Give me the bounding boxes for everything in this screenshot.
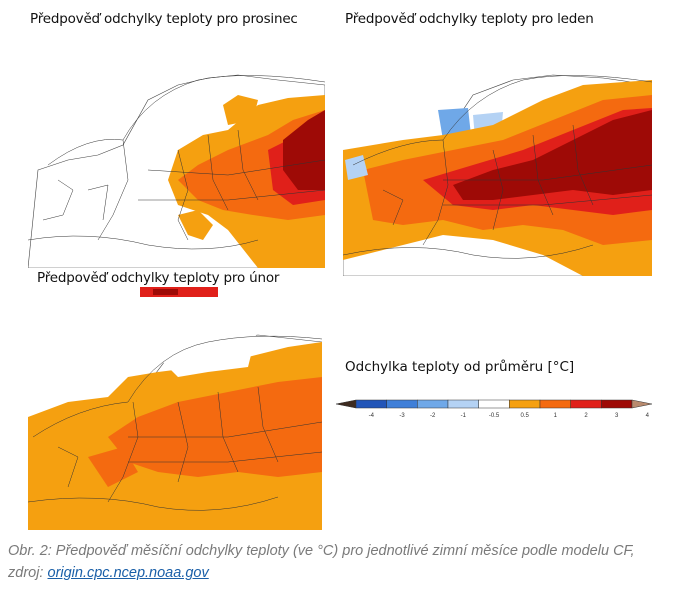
legend-svg: -4 -3 -2 -1 -0.5 0.5 1 2 3 4	[335, 399, 653, 419]
legend-swatch	[417, 399, 449, 409]
legend-swatch	[539, 399, 571, 409]
map-january	[343, 40, 652, 276]
source-link[interactable]: origin.cpc.ncep.noaa.gov	[47, 565, 209, 581]
legend-tick-label: -4	[369, 413, 375, 419]
legend-swatch	[355, 399, 387, 409]
legend-tick-label: -2	[430, 413, 436, 419]
legend-title: Odchylka teploty od průměru [°C]	[345, 359, 575, 375]
map-february	[28, 287, 322, 530]
map-january-svg	[343, 74, 652, 276]
legend-tick-label: 3	[615, 413, 619, 419]
legend-arrow-right	[631, 399, 653, 409]
legend-tick-label: -3	[399, 413, 405, 419]
map-december	[28, 40, 325, 268]
legend-tick-label: 2	[584, 413, 588, 419]
map-december-svg	[28, 74, 325, 268]
legend-swatch	[478, 399, 510, 409]
legend-arrow-left	[335, 399, 357, 409]
legend-swatch	[447, 399, 479, 409]
figure-caption: Obr. 2: Předpověď měsíční odchylky teplo…	[8, 540, 658, 584]
legend-tick-label: -0.5	[489, 413, 500, 419]
legend-swatch	[601, 399, 633, 409]
map-title-december: Předpověď odchylky teploty pro prosinec	[30, 11, 298, 27]
map-february-svg	[28, 287, 322, 530]
caption-text: Obr. 2: Předpověď měsíční odchylky teplo…	[8, 543, 635, 581]
map-title-january: Předpověď odchylky teploty pro leden	[345, 11, 594, 27]
legend-tick-label: -1	[461, 413, 467, 419]
legend-tick-label: 0.5	[520, 413, 529, 419]
color-legend: -4 -3 -2 -1 -0.5 0.5 1 2 3 4	[335, 398, 653, 426]
legend-tick-label: 1	[554, 413, 558, 419]
legend-tick-label: 4	[646, 413, 650, 419]
legend-swatch	[509, 399, 541, 409]
legend-swatch	[570, 399, 602, 409]
legend-swatch	[386, 399, 418, 409]
map-title-february: Předpověď odchylky teploty pro únor	[37, 270, 280, 286]
